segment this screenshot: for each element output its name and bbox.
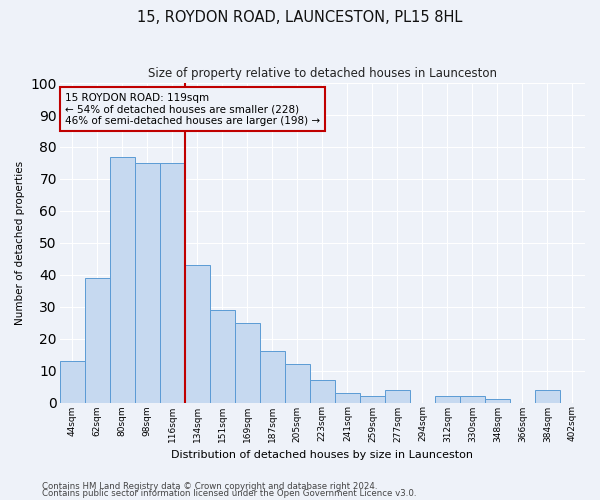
Bar [210,310,235,402]
Bar [160,163,185,402]
Bar [385,390,410,402]
Text: Contains public sector information licensed under the Open Government Licence v3: Contains public sector information licen… [42,489,416,498]
Y-axis label: Number of detached properties: Number of detached properties [15,160,25,325]
Bar [285,364,310,403]
Bar [435,396,460,402]
Bar [460,396,485,402]
Bar [485,400,510,402]
Bar [85,278,110,402]
Bar [260,352,285,403]
Text: Contains HM Land Registry data © Crown copyright and database right 2024.: Contains HM Land Registry data © Crown c… [42,482,377,491]
Bar [110,156,135,402]
Bar [135,163,160,402]
Bar [60,361,85,403]
Bar [535,390,560,402]
Text: 15 ROYDON ROAD: 119sqm
← 54% of detached houses are smaller (228)
46% of semi-de: 15 ROYDON ROAD: 119sqm ← 54% of detached… [65,92,320,126]
Bar [235,322,260,402]
Bar [360,396,385,402]
X-axis label: Distribution of detached houses by size in Launceston: Distribution of detached houses by size … [172,450,473,460]
Title: Size of property relative to detached houses in Launceston: Size of property relative to detached ho… [148,68,497,80]
Text: 15, ROYDON ROAD, LAUNCESTON, PL15 8HL: 15, ROYDON ROAD, LAUNCESTON, PL15 8HL [137,10,463,25]
Bar [335,393,360,402]
Bar [310,380,335,402]
Bar [185,265,210,402]
